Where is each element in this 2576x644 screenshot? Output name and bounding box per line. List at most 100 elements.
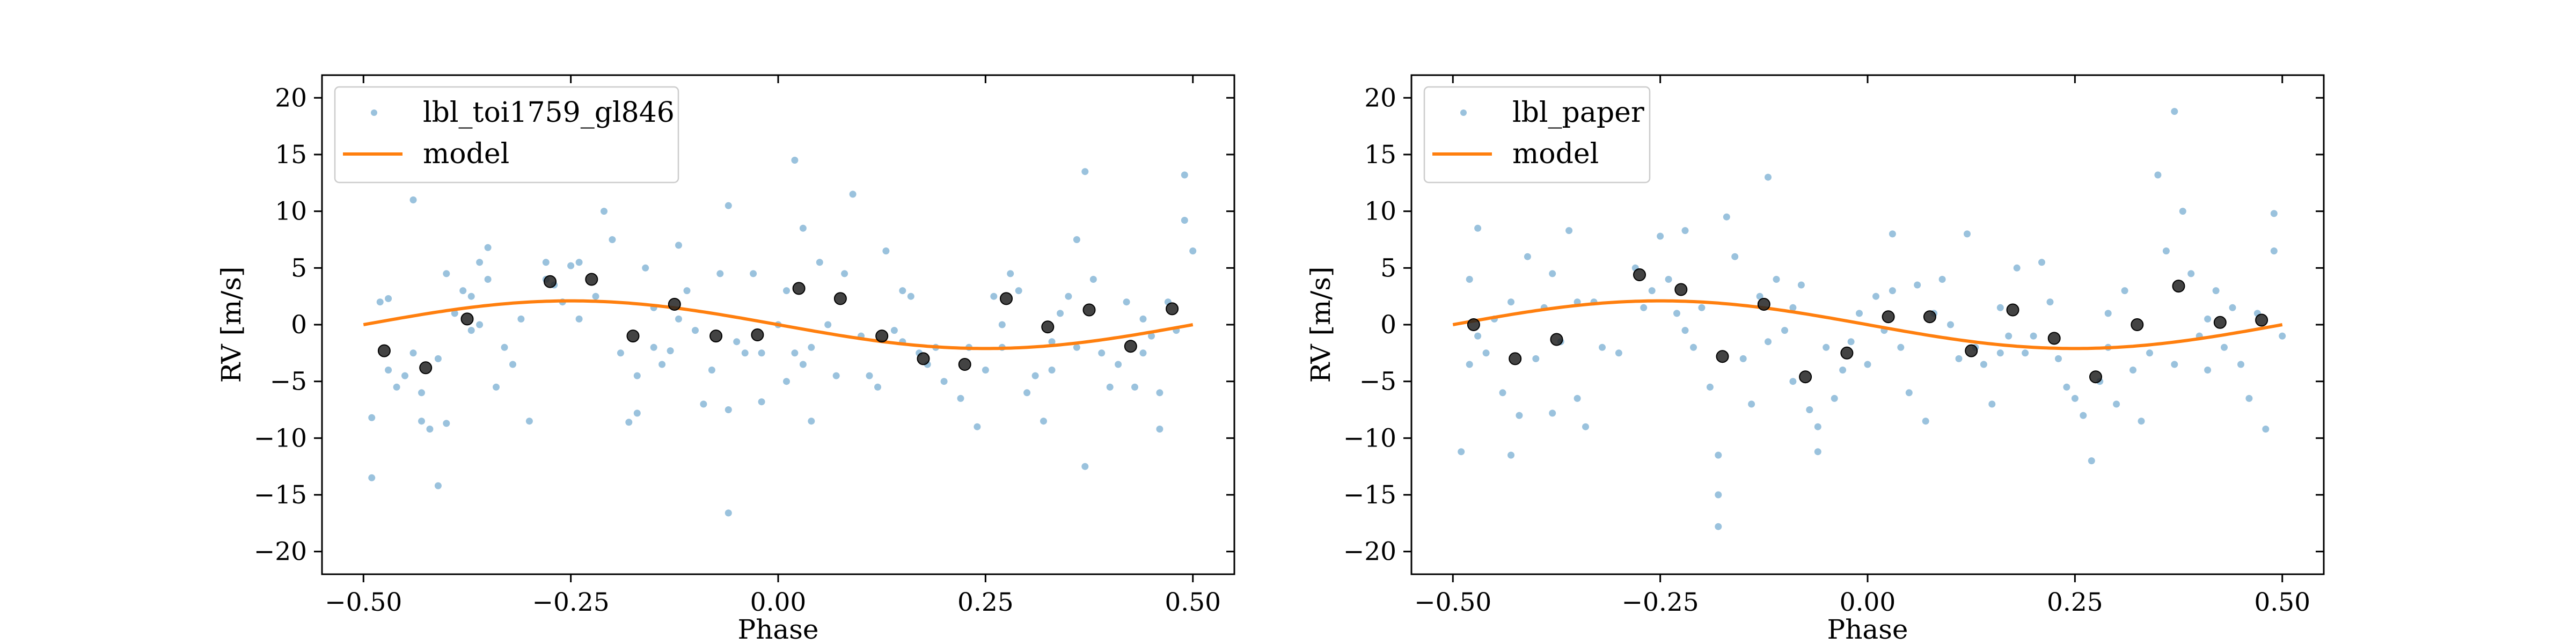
x-tick-label: −0.50 (1414, 588, 1491, 617)
x-axis-label: Phase (1827, 614, 1908, 644)
binned-point (2255, 313, 2268, 327)
data-point (1831, 394, 1838, 402)
data-point (376, 298, 384, 306)
y-tick-label: 15 (275, 140, 307, 170)
y-axis-label: RV [m/s] (1305, 267, 1336, 383)
data-point (2262, 426, 2270, 433)
data-point (1048, 338, 1056, 346)
data-point (1023, 389, 1031, 397)
model-line (1452, 299, 2283, 350)
data-point (799, 224, 807, 232)
binned-point (544, 275, 557, 288)
data-point (2080, 412, 2087, 419)
data-point (2204, 367, 2212, 374)
data-point (459, 287, 467, 295)
y-axis-label: RV [m/s] (216, 267, 247, 383)
data-point (791, 349, 799, 357)
data-point (1814, 448, 1821, 456)
data-point (642, 264, 649, 272)
data-point (2022, 349, 2029, 357)
y-tick-label: 0 (291, 310, 307, 340)
data-point (1073, 343, 1080, 351)
data-point (443, 270, 450, 277)
y-tick-label: −20 (254, 537, 307, 567)
data-point (385, 295, 392, 302)
data-point (2146, 349, 2153, 357)
data-point (1723, 213, 1730, 221)
data-point (418, 418, 425, 425)
data-point (783, 378, 790, 385)
data-point (1847, 338, 1855, 346)
data-point (667, 347, 674, 355)
data-point (700, 400, 707, 408)
data-point (791, 157, 799, 164)
y-tick-label: −10 (1343, 423, 1396, 453)
data-point (724, 509, 732, 517)
data-point (1073, 236, 1080, 243)
panel-2-ticks: −0.50 −0.25 0.00 0.25 0.50 −20 −15 −10 −5 0 5 10 15 2… (1343, 75, 2324, 617)
data-point (476, 259, 484, 266)
data-point (1057, 310, 1064, 317)
x-tick-label: 0.25 (957, 588, 1014, 617)
data-point (957, 394, 964, 402)
data-point (1773, 276, 1780, 283)
data-point (575, 315, 583, 323)
y-tick-label: 15 (1364, 140, 1396, 170)
data-point (401, 372, 408, 379)
data-point (493, 383, 500, 391)
data-point (609, 236, 616, 243)
binned-point (2213, 316, 2227, 329)
data-point (1889, 287, 1896, 295)
data-point (1048, 367, 1056, 374)
data-point (750, 270, 757, 277)
data-point (1081, 168, 1089, 175)
x-axis-label: Phase (738, 614, 819, 644)
y-tick-label: −10 (254, 423, 307, 453)
data-point (1648, 287, 1656, 295)
panel-1-marks (363, 157, 1197, 517)
y-tick-label: 0 (1380, 310, 1396, 340)
binned-point (1633, 268, 1646, 281)
binned-point (2047, 332, 2061, 345)
data-point (1681, 227, 1689, 235)
data-point (2162, 247, 2170, 255)
data-point (1482, 349, 1490, 357)
legend-label: lbl_paper (1512, 97, 1644, 129)
binned-point (1124, 340, 1137, 353)
data-point (2121, 287, 2128, 295)
data-point (758, 398, 765, 406)
data-point (675, 315, 682, 323)
data-point (1458, 448, 1465, 456)
data-point (1690, 343, 1697, 351)
x-tick-label: 0.00 (1840, 588, 1896, 617)
data-point (849, 191, 857, 198)
data-point (1938, 276, 1946, 283)
data-point (1123, 298, 1130, 306)
x-tick-label: 0.25 (2047, 588, 2103, 617)
data-point (409, 349, 417, 357)
data-point (890, 327, 898, 334)
x-tick-label: −0.25 (1622, 588, 1699, 617)
y-tick-label: −5 (270, 367, 307, 397)
data-point (1988, 400, 1996, 408)
binned-point (460, 312, 474, 326)
data-point (1189, 247, 1197, 255)
data-point (1996, 304, 2004, 311)
y-tick-label: −15 (1343, 480, 1396, 510)
data-point (1748, 400, 1755, 408)
binned-point (2172, 280, 2185, 293)
panel-2-marks (1452, 108, 2286, 530)
data-point (866, 372, 873, 379)
data-point (650, 343, 657, 351)
data-point (2129, 367, 2136, 374)
data-point (841, 270, 848, 277)
data-point (1065, 292, 1072, 300)
data-point (418, 389, 425, 397)
binned-point (751, 328, 764, 341)
data-point (385, 367, 392, 374)
data-point (816, 259, 823, 266)
data-point (1797, 281, 1805, 289)
data-point (1156, 426, 1163, 433)
data-point (1532, 355, 1540, 362)
